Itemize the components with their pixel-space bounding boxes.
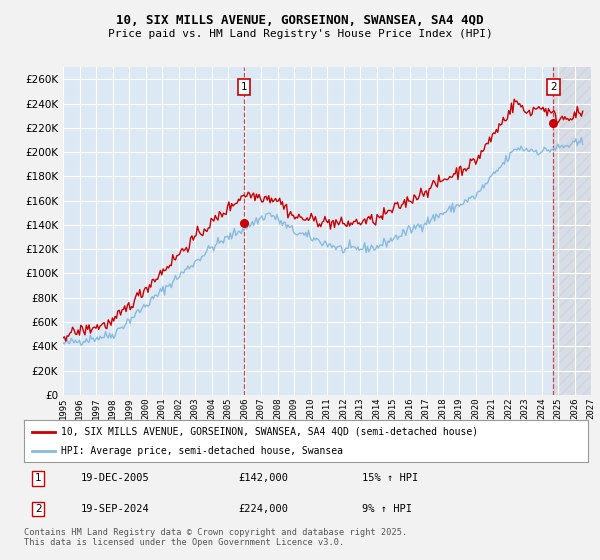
- Text: 1: 1: [241, 82, 247, 92]
- Text: £142,000: £142,000: [238, 473, 289, 483]
- Bar: [553, 67, 591, 395]
- Text: 10, SIX MILLS AVENUE, GORSEINON, SWANSEA, SA4 4QD (semi-detached house): 10, SIX MILLS AVENUE, GORSEINON, SWANSEA…: [61, 427, 478, 437]
- Text: 1: 1: [35, 473, 41, 483]
- Text: HPI: Average price, semi-detached house, Swansea: HPI: Average price, semi-detached house,…: [61, 446, 343, 456]
- Text: Price paid vs. HM Land Registry's House Price Index (HPI): Price paid vs. HM Land Registry's House …: [107, 29, 493, 39]
- Text: 15% ↑ HPI: 15% ↑ HPI: [362, 473, 419, 483]
- Text: 2: 2: [35, 504, 41, 514]
- Text: 10, SIX MILLS AVENUE, GORSEINON, SWANSEA, SA4 4QD: 10, SIX MILLS AVENUE, GORSEINON, SWANSEA…: [116, 14, 484, 27]
- Text: 19-SEP-2024: 19-SEP-2024: [80, 504, 149, 514]
- Text: 19-DEC-2005: 19-DEC-2005: [80, 473, 149, 483]
- Text: 9% ↑ HPI: 9% ↑ HPI: [362, 504, 412, 514]
- Text: 2: 2: [550, 82, 557, 92]
- Text: Contains HM Land Registry data © Crown copyright and database right 2025.
This d: Contains HM Land Registry data © Crown c…: [24, 528, 407, 547]
- Text: £224,000: £224,000: [238, 504, 289, 514]
